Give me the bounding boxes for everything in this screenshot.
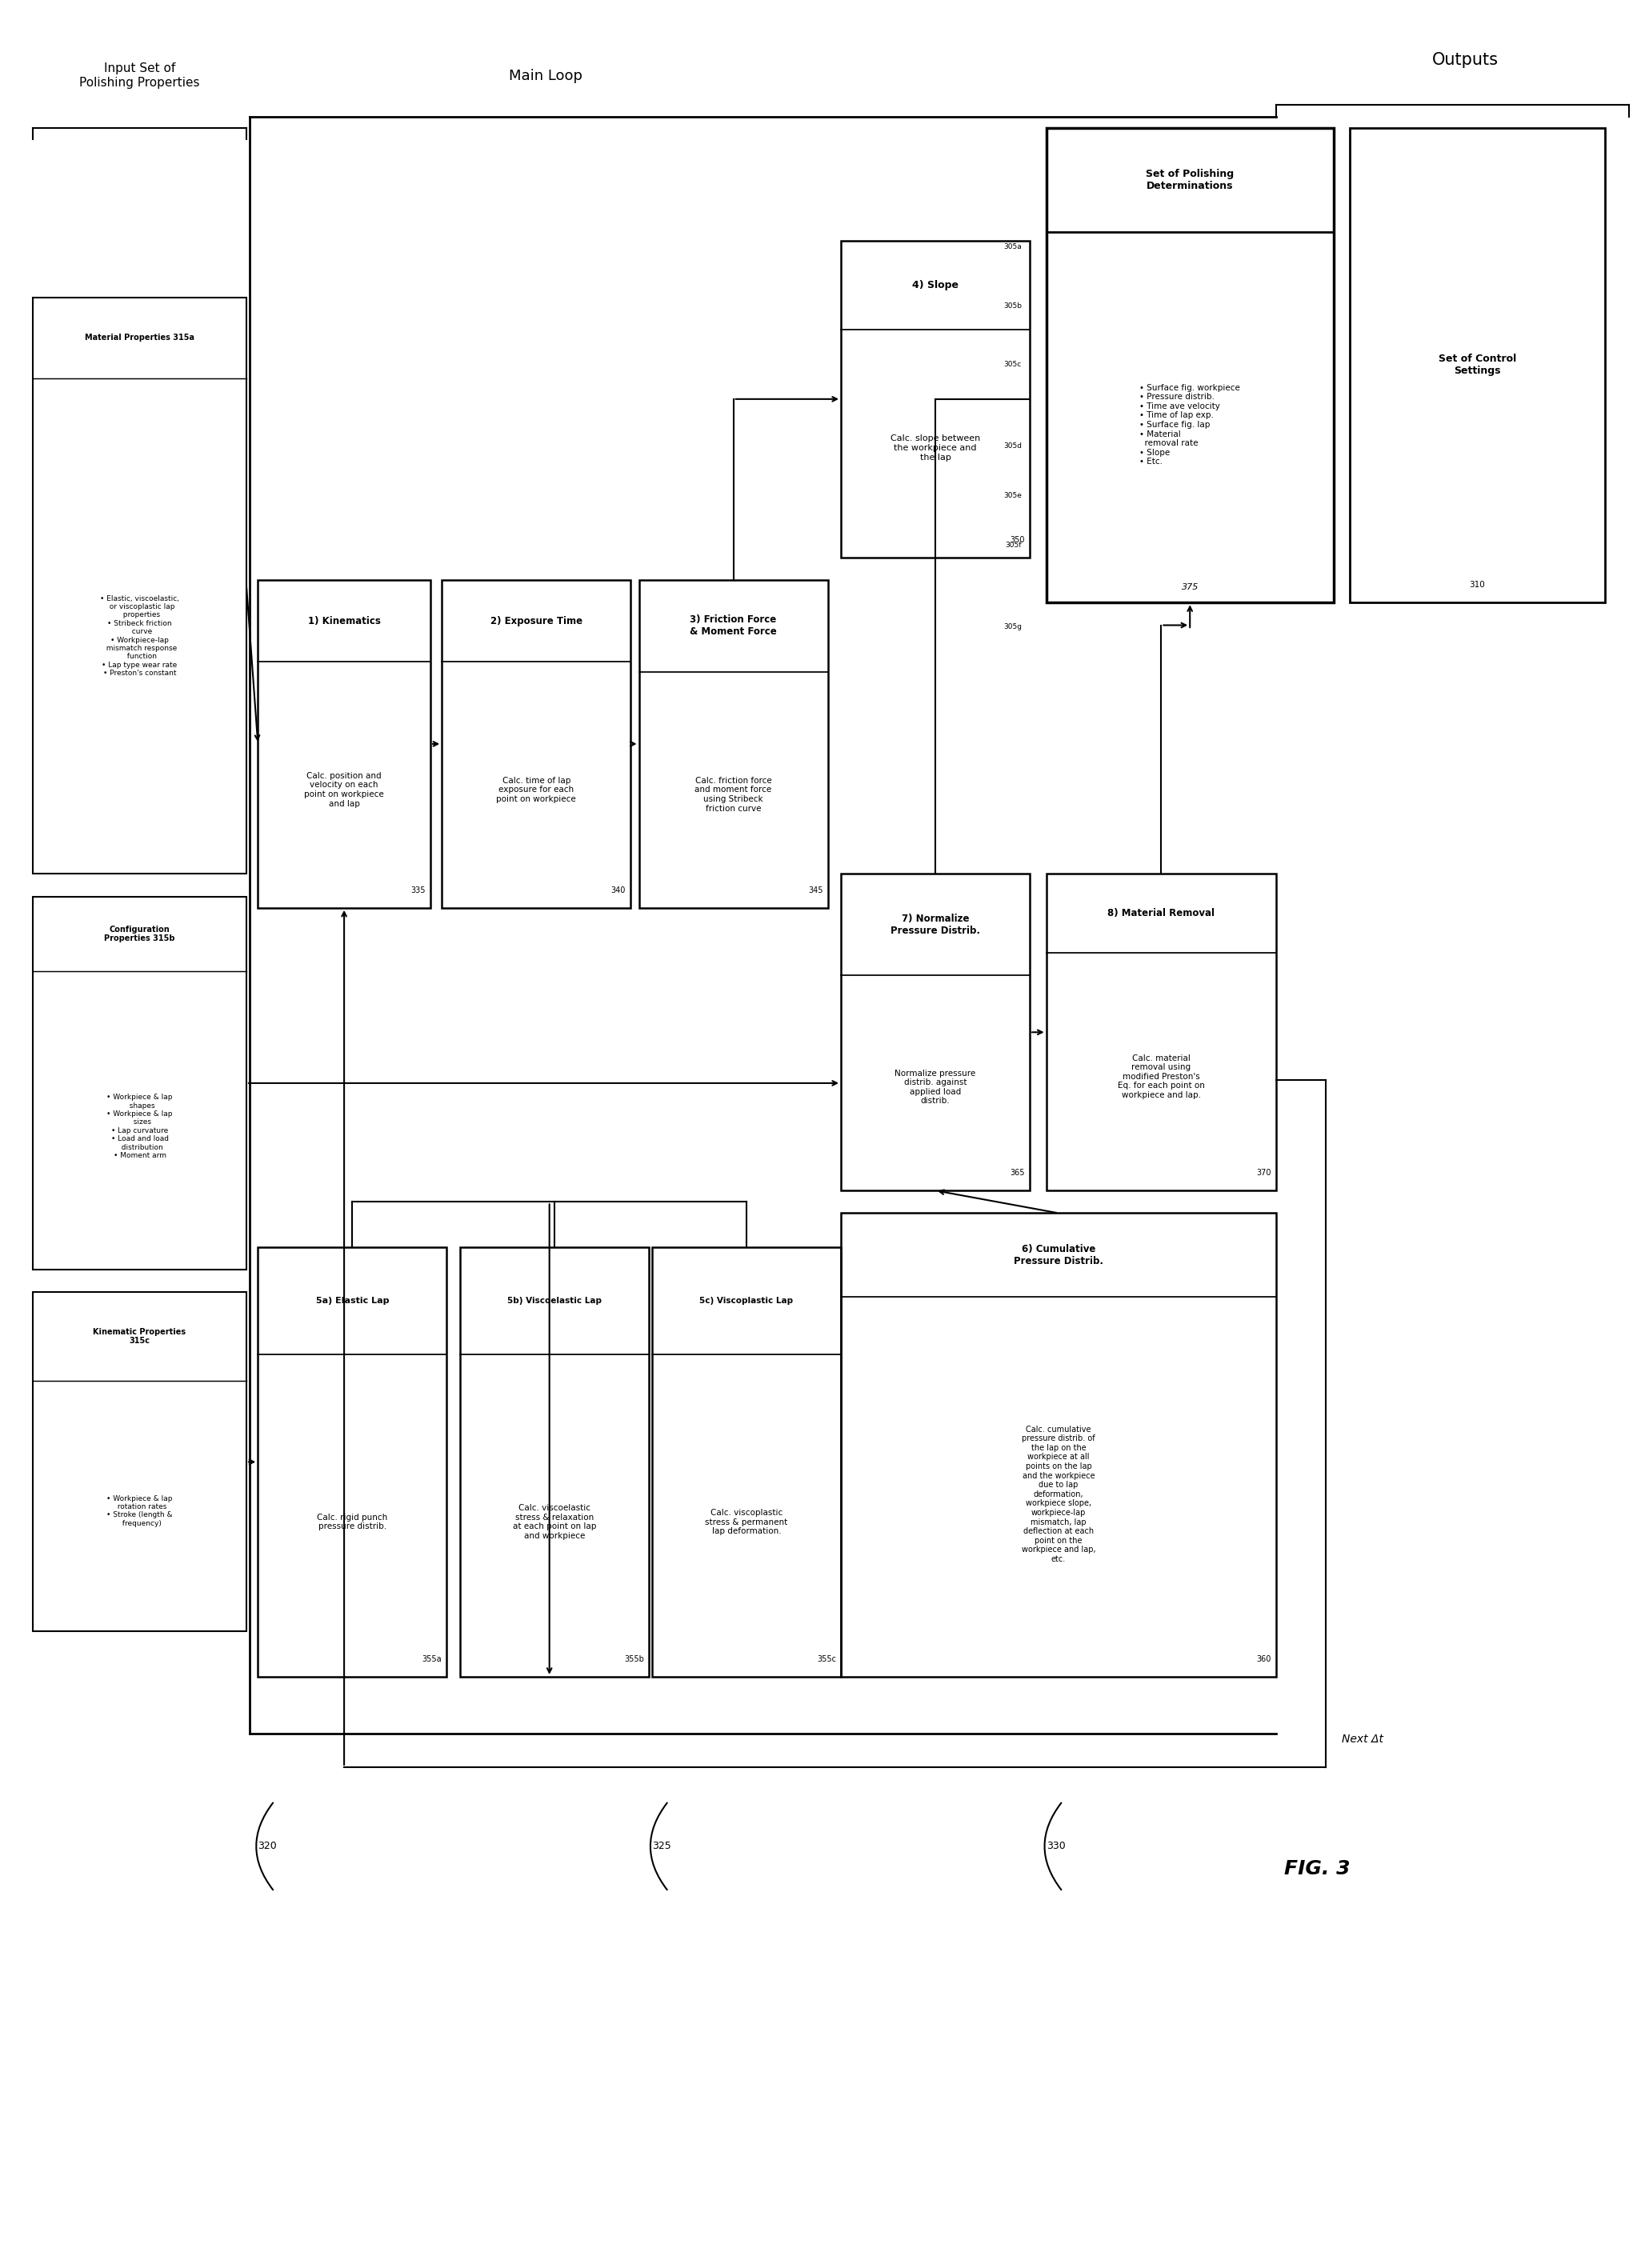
Text: Calc. viscoplastic
stress & permanent
lap deformation.: Calc. viscoplastic stress & permanent la…: [706, 1508, 788, 1535]
Text: 305e: 305e: [1003, 492, 1022, 499]
Text: 6) Cumulative
Pressure Distrib.: 6) Cumulative Pressure Distrib.: [1014, 1243, 1103, 1266]
Bar: [33, 297, 246, 873]
Bar: [651, 1247, 841, 1676]
Text: 1) Kinematics: 1) Kinematics: [308, 615, 381, 626]
Text: 330: 330: [1045, 1842, 1065, 1851]
Text: Input Set of
Polishing Properties: Input Set of Polishing Properties: [79, 64, 200, 88]
Text: 2) Exposure Time: 2) Exposure Time: [490, 615, 582, 626]
Text: 365: 365: [1011, 1168, 1026, 1177]
Text: 5c) Viscoplastic Lap: 5c) Viscoplastic Lap: [699, 1297, 793, 1304]
Bar: [442, 581, 630, 907]
Text: 7) Normalize
Pressure Distrib.: 7) Normalize Pressure Distrib.: [890, 914, 980, 937]
Text: 355a: 355a: [422, 1656, 442, 1662]
Bar: [33, 896, 246, 1270]
Bar: [841, 1213, 1276, 1676]
Text: 375: 375: [1181, 583, 1199, 592]
Text: • Workpiece & lap
  rotation rates
• Stroke (length &
  frequency): • Workpiece & lap rotation rates • Strok…: [107, 1495, 173, 1526]
Text: Calc. cumulative
pressure distrib. of
the lap on the
workpiece at all
points on : Calc. cumulative pressure distrib. of th…: [1021, 1424, 1095, 1563]
Text: Configuration
Properties 315b: Configuration Properties 315b: [104, 925, 175, 943]
Bar: [33, 1293, 246, 1631]
Bar: [1351, 127, 1604, 603]
Text: 5a) Elastic Lap: 5a) Elastic Lap: [315, 1297, 389, 1304]
Text: 335: 335: [411, 887, 425, 894]
Text: 305a: 305a: [1003, 243, 1022, 252]
Text: 360: 360: [1257, 1656, 1271, 1662]
Text: 305b: 305b: [1003, 302, 1022, 308]
Text: 305d: 305d: [1003, 442, 1022, 449]
Text: 345: 345: [808, 887, 823, 894]
Bar: [841, 873, 1029, 1191]
Bar: [257, 581, 430, 907]
Text: 325: 325: [651, 1842, 671, 1851]
Bar: [841, 240, 1029, 558]
Text: Calc. time of lap
exposure for each
point on workpiece: Calc. time of lap exposure for each poin…: [496, 776, 576, 803]
Text: 320: 320: [257, 1842, 277, 1851]
Text: 305c: 305c: [1004, 361, 1022, 367]
Text: • Workpiece & lap
  shapes
• Workpiece & lap
  sizes
• Lap curvature
• Load and : • Workpiece & lap shapes • Workpiece & l…: [107, 1093, 173, 1159]
Bar: [1045, 127, 1334, 603]
Text: 305g: 305g: [1003, 624, 1022, 631]
Text: Calc. friction force
and moment force
using Stribeck
friction curve: Calc. friction force and moment force us…: [694, 776, 772, 812]
Text: Main Loop: Main Loop: [508, 68, 582, 84]
Text: Set of Control
Settings: Set of Control Settings: [1438, 354, 1515, 376]
Text: Set of Polishing
Determinations: Set of Polishing Determinations: [1146, 168, 1233, 191]
Text: Kinematic Properties
315c: Kinematic Properties 315c: [94, 1327, 186, 1345]
Text: Next Δt: Next Δt: [1342, 1733, 1384, 1744]
Text: 350: 350: [1011, 535, 1026, 544]
Text: Calc. slope between
the workpiece and
the lap: Calc. slope between the workpiece and th…: [890, 435, 980, 460]
Text: Calc. position and
velocity on each
point on workpiece
and lap: Calc. position and velocity on each poin…: [303, 771, 384, 807]
Text: • Elastic, viscoelastic,
  or viscoplastic lap
  properties
• Stribeck friction
: • Elastic, viscoelastic, or viscoplastic…: [101, 594, 180, 676]
Text: 370: 370: [1257, 1168, 1271, 1177]
Text: 4) Slope: 4) Slope: [912, 279, 958, 290]
Text: 3) Friction Force
& Moment Force: 3) Friction Force & Moment Force: [689, 615, 777, 637]
Text: FIG. 3: FIG. 3: [1285, 1860, 1351, 1878]
Text: 340: 340: [612, 887, 625, 894]
Text: Normalize pressure
distrib. against
applied load
distrib.: Normalize pressure distrib. against appl…: [895, 1068, 976, 1105]
Bar: [638, 581, 828, 907]
Text: • Surface fig. workpiece
• Pressure distrib.
• Time ave velocity
• Time of lap e: • Surface fig. workpiece • Pressure dist…: [1139, 383, 1240, 465]
Text: Calc. viscoelastic
stress & relaxation
at each point on lap
and workpiece: Calc. viscoelastic stress & relaxation a…: [513, 1504, 595, 1540]
Text: Material Properties 315a: Material Properties 315a: [84, 333, 195, 342]
Text: Calc. rigid punch
pressure distrib.: Calc. rigid punch pressure distrib.: [317, 1513, 388, 1531]
Bar: [1045, 873, 1276, 1191]
Text: 355c: 355c: [816, 1656, 836, 1662]
Text: 310: 310: [1469, 581, 1486, 590]
Text: 8) Material Removal: 8) Material Removal: [1108, 907, 1215, 919]
Text: Calc. material
removal using
modified Preston's
Eq. for each point on
workpiece : Calc. material removal using modified Pr…: [1118, 1055, 1205, 1100]
Text: Outputs: Outputs: [1431, 52, 1499, 68]
Bar: [460, 1247, 648, 1676]
Text: 355b: 355b: [623, 1656, 643, 1662]
Bar: [257, 1247, 447, 1676]
Text: 305f: 305f: [1006, 542, 1022, 549]
Text: 5b) Viscoelastic Lap: 5b) Viscoelastic Lap: [508, 1297, 602, 1304]
